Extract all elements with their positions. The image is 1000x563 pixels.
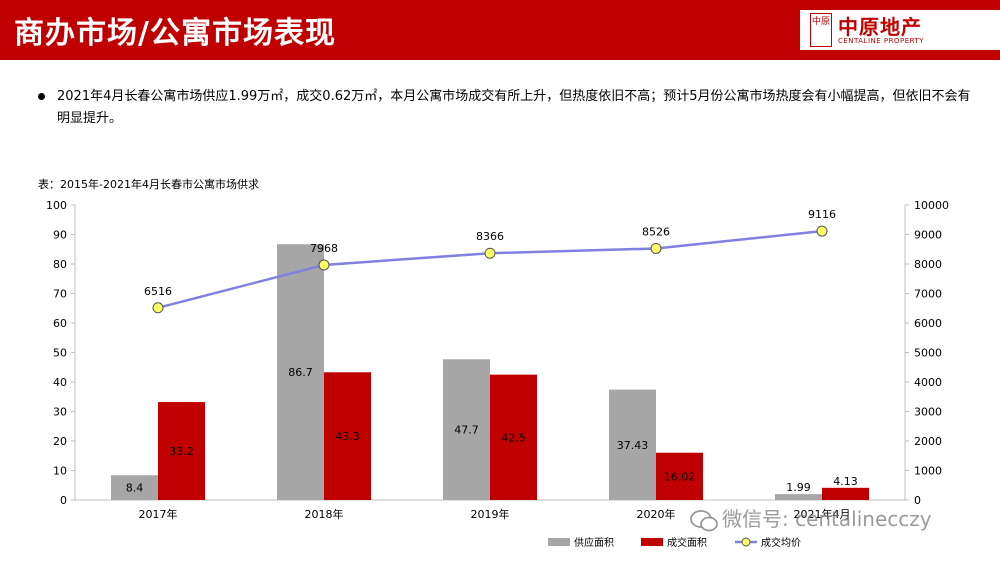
wechat-watermark: 微信号: centalinecczy [690, 503, 932, 533]
right-tick-label: 10000 [914, 199, 949, 212]
supply-bar [609, 389, 656, 500]
left-tick-label: 90 [53, 229, 67, 242]
header-bar: 商办市场/公寓市场表现 中原 中原地产 CENTALINE PROPERTY [0, 0, 1000, 60]
logo-name-en: CENTALINE PROPERTY [838, 37, 925, 45]
right-tick-label: 8000 [914, 258, 942, 271]
legend-supply-label: 供应面积 [574, 536, 614, 549]
deal-bar [324, 372, 371, 500]
supply-value-label: 1.99 [786, 481, 811, 494]
left-tick-label: 50 [53, 347, 67, 360]
deal-bar [158, 402, 205, 500]
deal-bar [822, 487, 869, 500]
supply-value-label: 37.43 [617, 439, 649, 452]
deal-value-label: 43.3 [335, 430, 360, 443]
left-tick-label: 20 [53, 435, 67, 448]
deal-value-label: 33.2 [169, 445, 194, 458]
supply-bar [775, 494, 822, 500]
supply-value-label: 8.4 [126, 482, 144, 495]
chart-title: 表：2015年-2021年4月长春市公寓市场供求 [38, 178, 259, 191]
category-label: 2020年 [637, 507, 676, 521]
right-tick-label: 5000 [914, 347, 942, 360]
category-label: 2017年 [139, 507, 178, 521]
left-tick-label: 30 [53, 406, 67, 419]
category-label: 2019年 [471, 507, 510, 521]
price-point [318, 259, 330, 271]
right-tick-label: 9000 [914, 229, 942, 242]
right-tick-label: 6000 [914, 317, 942, 330]
price-value-label: 7968 [310, 242, 338, 255]
category-label: 2021年4月 [794, 507, 851, 521]
supply-value-label: 47.7 [454, 424, 479, 437]
legend-price-label: 成交均价 [761, 536, 801, 549]
left-tick-label: 80 [53, 258, 67, 271]
wechat-icon [690, 509, 718, 531]
left-tick-label: 40 [53, 376, 67, 389]
legend-supply-swatch [548, 538, 570, 546]
page-title: 商办市场/公寓市场表现 [14, 16, 336, 51]
left-tick-label: 10 [53, 465, 67, 478]
price-value-label: 8526 [642, 225, 670, 238]
left-tick-label: 0 [60, 494, 67, 507]
deal-value-label: 16.02 [664, 470, 696, 483]
legend-deal-label: 成交面积 [667, 536, 707, 549]
price-point [484, 247, 496, 259]
company-logo: 中原 中原地产 CENTALINE PROPERTY [800, 10, 1000, 50]
supply-bar [111, 475, 158, 500]
supply-bar [277, 244, 324, 500]
bullet-icon [38, 93, 45, 100]
watermark-text: 微信号: centalinecczy [722, 507, 932, 531]
price-point [816, 225, 828, 237]
right-tick-label: 1000 [914, 465, 942, 478]
price-value-label: 9116 [808, 208, 836, 221]
deal-bar [656, 452, 703, 500]
legend-deal-swatch [641, 538, 663, 546]
price-point [650, 242, 662, 254]
price-value-label: 6516 [144, 285, 172, 298]
price-point [152, 302, 164, 314]
summary-text: 2021年4月长春公寓市场供应1.99万㎡，成交0.62万㎡，本月公寓市场成交有… [57, 89, 971, 126]
deal-value-label: 42.5 [501, 431, 526, 444]
right-tick-label: 3000 [914, 406, 942, 419]
category-label: 2018年 [305, 507, 344, 521]
logo-name-cn: 中原地产 [838, 15, 922, 39]
deal-value-label: 4.13 [833, 475, 858, 488]
left-tick-label: 70 [53, 288, 67, 301]
supply-value-label: 86.7 [288, 366, 313, 379]
right-tick-label: 0 [914, 494, 921, 507]
legend-price-marker [741, 537, 751, 547]
logo-seal: 中原 [810, 13, 832, 47]
price-value-label: 8366 [476, 230, 504, 243]
deal-bar [490, 374, 537, 500]
right-tick-label: 7000 [914, 288, 942, 301]
left-tick-label: 60 [53, 317, 67, 330]
right-tick-label: 4000 [914, 376, 942, 389]
supply-bar [443, 359, 490, 500]
right-tick-label: 2000 [914, 435, 942, 448]
left-tick-label: 100 [46, 199, 67, 212]
